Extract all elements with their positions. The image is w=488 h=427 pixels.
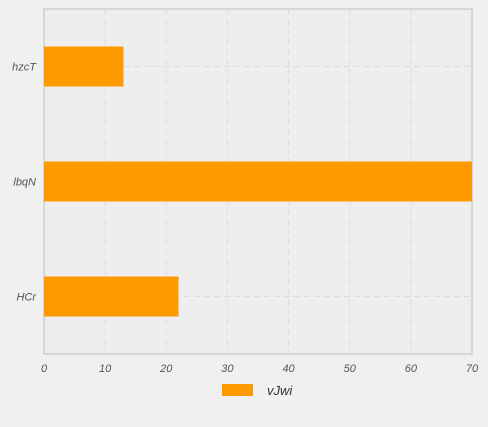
- x-tick-label: 20: [159, 363, 173, 375]
- y-axis-ticks: hzcT lbqN HCr: [12, 62, 37, 304]
- x-tick-label: 0: [41, 363, 48, 375]
- legend-swatch: [222, 384, 253, 396]
- y-tick-label: HCr: [16, 292, 37, 304]
- x-tick-label: 30: [221, 363, 234, 375]
- x-tick-label: 50: [344, 363, 357, 375]
- legend-label: vJwi: [267, 383, 293, 398]
- x-tick-label: 70: [466, 363, 479, 375]
- bars: [44, 46, 472, 317]
- x-axis-ticks: 0 10 20 30 40 50 60 70: [41, 363, 479, 375]
- x-tick-label: 60: [405, 363, 418, 375]
- bar: [44, 46, 124, 87]
- legend: vJwi: [222, 383, 293, 398]
- y-tick-label: lbqN: [13, 177, 36, 189]
- x-tick-label: 40: [282, 363, 295, 375]
- bar: [44, 161, 472, 202]
- y-tick-label: hzcT: [12, 62, 37, 74]
- bar: [44, 276, 179, 317]
- x-tick-label: 10: [99, 363, 112, 375]
